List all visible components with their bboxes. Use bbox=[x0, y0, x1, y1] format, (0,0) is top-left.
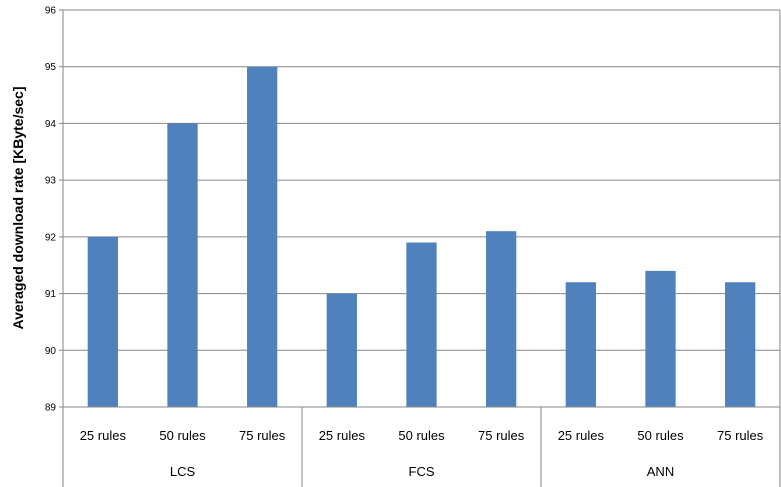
bar-lcs-2 bbox=[167, 123, 198, 407]
bar-lcs-3 bbox=[247, 66, 278, 407]
bar-fcs-3 bbox=[486, 231, 517, 407]
bar-fcs-1 bbox=[326, 293, 357, 407]
bar-ann-2 bbox=[645, 270, 676, 407]
y-tick-label: 89 bbox=[45, 403, 57, 414]
bar-lcs-1 bbox=[87, 236, 118, 407]
x-tick-label: 75 rules bbox=[717, 428, 764, 443]
y-tick-label: 96 bbox=[45, 6, 57, 17]
bar-ann-1 bbox=[565, 282, 596, 407]
group-label-ann: ANN bbox=[647, 464, 674, 479]
y-tick-label: 91 bbox=[45, 289, 57, 300]
x-tick-label: 50 rules bbox=[159, 428, 206, 443]
y-tick-label: 95 bbox=[45, 62, 57, 73]
y-axis-label: Averaged download rate [KByte/sec] bbox=[10, 87, 26, 330]
group-label-lcs: LCS bbox=[170, 464, 196, 479]
bar-fcs-2 bbox=[406, 242, 437, 407]
bars bbox=[87, 66, 756, 407]
x-tick-label: 50 rules bbox=[398, 428, 445, 443]
x-tick-label: 25 rules bbox=[80, 428, 127, 443]
y-tick-label: 94 bbox=[45, 119, 57, 130]
y-tick-label: 93 bbox=[45, 176, 57, 187]
bar-ann-3 bbox=[725, 282, 756, 407]
y-tick-label: 92 bbox=[45, 232, 57, 243]
y-tick-label: 90 bbox=[45, 346, 57, 357]
y-tick-labels: 89 90 91 92 93 94 95 96 bbox=[45, 6, 57, 414]
x-category-labels: 25 rules 50 rules 75 rules LCS 25 rules 50 ru… bbox=[80, 428, 764, 479]
x-tick-label: 75 rules bbox=[478, 428, 525, 443]
x-tick-label: 25 rules bbox=[319, 428, 366, 443]
x-tick-label: 50 rules bbox=[637, 428, 684, 443]
axes bbox=[59, 9, 781, 487]
group-label-fcs: FCS bbox=[409, 464, 435, 479]
x-tick-label: 25 rules bbox=[558, 428, 605, 443]
x-tick-label: 75 rules bbox=[239, 428, 286, 443]
